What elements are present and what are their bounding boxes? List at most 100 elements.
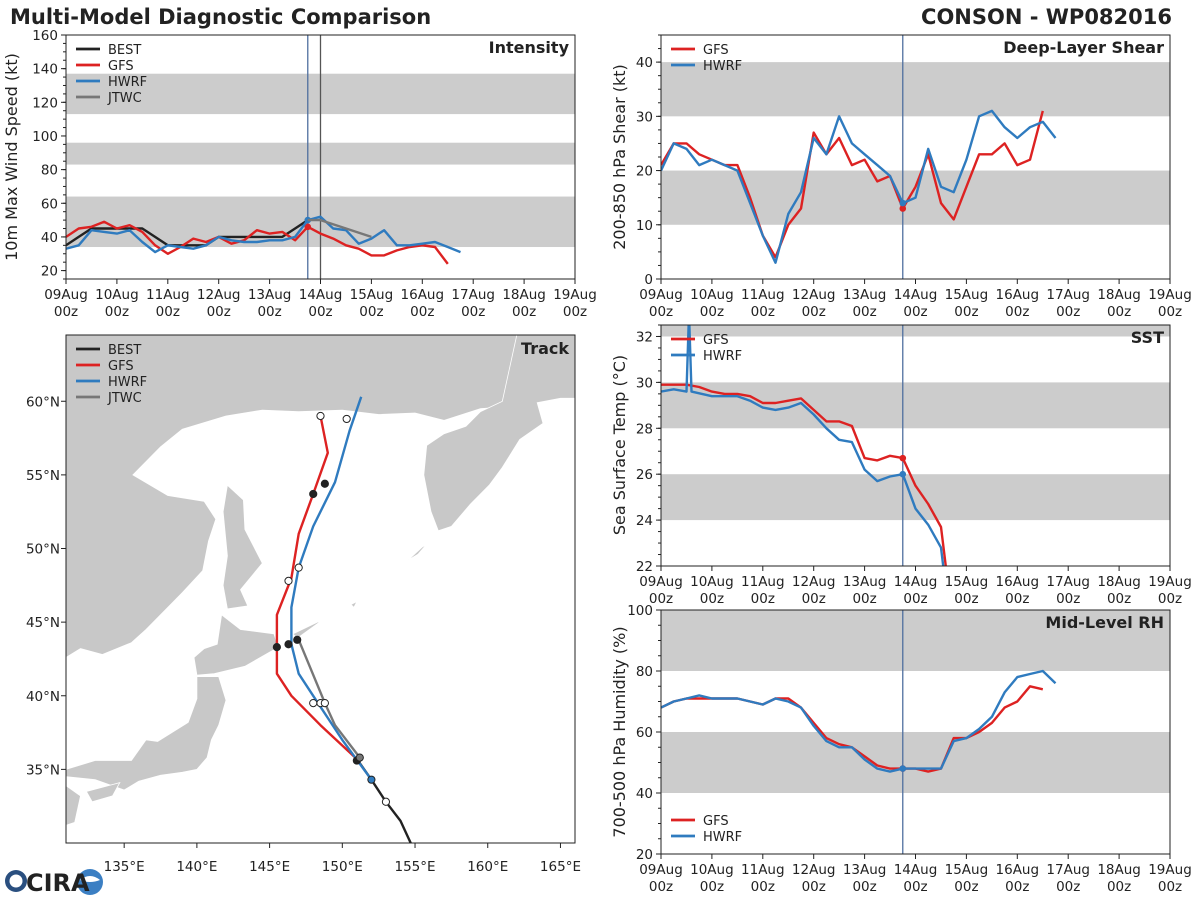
logo-text: CIRA — [26, 869, 90, 897]
track-marker-hwrf — [294, 563, 303, 572]
track-marker-hwrf — [342, 414, 351, 424]
rh-xtick-label-day: 14Aug — [894, 862, 938, 878]
sst-xtick-label-hour: 00z — [1056, 591, 1080, 607]
intensity-xtick-label-hour: 00z — [105, 304, 129, 320]
shear-ytick-label: 0 — [644, 272, 653, 288]
intensity-xtick-label-hour: 00z — [308, 304, 332, 320]
shear-xtick-label-day: 16Aug — [996, 287, 1040, 303]
rh-ytick-label: 100 — [627, 603, 653, 619]
shear-xtick-label-hour: 00z — [751, 304, 775, 320]
shear-xtick-label-hour: 00z — [1158, 304, 1182, 320]
rh-now-point-hwrf — [899, 765, 907, 772]
sst-ytick-label: 32 — [636, 329, 653, 345]
rh-xtick-label-hour: 00z — [903, 879, 927, 895]
shear-xtick-label-day: 13Aug — [843, 287, 887, 303]
track-marker-hwrf — [284, 640, 293, 649]
sst-ytick-label: 30 — [636, 375, 653, 391]
rh-series-hwrf — [661, 669, 1057, 773]
intensity-legend-label-gfs: GFS — [108, 59, 134, 74]
intensity-xtick-label-day: 18Aug — [502, 287, 546, 303]
intensity-xtick-label-hour: 00z — [156, 304, 180, 320]
track-legend-label-best: BEST — [108, 343, 141, 358]
intensity-ylabel: 10m Max Wind Speed (kt) — [2, 53, 21, 261]
intensity-ytick-label: 40 — [41, 230, 58, 246]
rh-xtick-label-day: 10Aug — [690, 862, 734, 878]
sst-ytick-label: 28 — [636, 421, 653, 437]
shear-now-point-gfs — [899, 205, 907, 212]
sst-xtick-label-day: 18Aug — [1097, 574, 1141, 590]
track-legend-label-gfs: GFS — [108, 359, 134, 374]
sst-xtick-label-hour: 00z — [1107, 591, 1131, 607]
shear-xtick-label-hour: 00z — [1005, 304, 1029, 320]
rh-xtick-label-day: 11Aug — [741, 862, 785, 878]
cira-logo: CIRA — [5, 869, 103, 897]
track-ytick-label: 55°N — [26, 468, 60, 484]
intensity-xtick-label-day: 13Aug — [248, 287, 292, 303]
shear-band-1 — [661, 62, 1170, 117]
land-kyushu — [66, 785, 81, 826]
intensity-xtick-label-day: 09Aug — [44, 287, 88, 303]
rh-ytick-label: 20 — [636, 847, 653, 863]
sst-xtick-label-hour: 00z — [751, 591, 775, 607]
track-marker-jtwc — [355, 753, 364, 762]
shear-ytick-label: 10 — [636, 218, 653, 234]
rh-ytick-label: 40 — [636, 786, 653, 802]
rh-band-0 — [661, 732, 1170, 793]
shear-xtick-label-hour: 00z — [903, 304, 927, 320]
intensity-xtick-label-hour: 00z — [257, 304, 281, 320]
sst-xtick-label-day: 16Aug — [996, 574, 1040, 590]
intensity-ytick-label: 160 — [32, 28, 58, 44]
track-gfs — [275, 415, 358, 760]
sst-xtick-label-hour: 00z — [1158, 591, 1182, 607]
sst-ylabel: Sea Surface Temp (°C) — [610, 355, 629, 535]
sst-band-2 — [661, 325, 1170, 337]
shear-xtick-label-hour: 00z — [649, 304, 673, 320]
track-jtwc — [297, 639, 361, 759]
sst-xtick-label-day: 12Aug — [792, 574, 836, 590]
rh-xtick-label-day: 15Aug — [945, 862, 989, 878]
shear-xtick-label-day: 11Aug — [741, 287, 785, 303]
sst-xtick-label-day: 10Aug — [690, 574, 734, 590]
track-ytick-label: 45°N — [26, 615, 60, 631]
sst-xtick-label-day: 17Aug — [1046, 574, 1090, 590]
rh-xtick-label-day: 13Aug — [843, 862, 887, 878]
sst-panel-title: SST — [1131, 328, 1164, 347]
sst-ytick-label: 24 — [636, 513, 653, 529]
shear-xtick-label-day: 09Aug — [639, 287, 683, 303]
intensity-xtick-label-hour: 00z — [512, 304, 536, 320]
rh-panel: 2040608010009Aug00z10Aug00z11Aug00z12Aug… — [610, 603, 1192, 895]
intensity-panel: 2040608010012014016009Aug00z10Aug00z11Au… — [2, 28, 597, 320]
shear-xtick-label-hour: 00z — [802, 304, 826, 320]
intensity-series-jtwc — [307, 218, 372, 239]
shear-xtick-label-hour: 00z — [1107, 304, 1131, 320]
sst-ytick-label: 26 — [636, 467, 653, 483]
land-kamchatka — [423, 335, 575, 532]
shear-xtick-label-day: 19Aug — [1148, 287, 1192, 303]
intensity-plot — [66, 35, 575, 279]
sst-series-gfs — [661, 383, 947, 566]
intensity-ytick-label: 80 — [41, 163, 58, 179]
rh-xtick-label-day: 19Aug — [1148, 862, 1192, 878]
page-title: Multi-Model Diagnostic Comparison — [10, 5, 432, 29]
sst-band-0 — [661, 474, 1170, 521]
track-legend-label-jtwc: JTWC — [107, 391, 142, 406]
sst-band-1 — [661, 382, 1170, 429]
track-panel: 135°E 140°E 145°E 150°E 155°E 160°E 165°E 35°N 4… — [26, 334, 581, 875]
rh-xtick-label-day: 18Aug — [1097, 862, 1141, 878]
rh-xtick-label-hour: 00z — [751, 879, 775, 895]
shear-ytick-label: 40 — [636, 55, 653, 71]
intensity-ytick-label: 20 — [41, 264, 58, 280]
rh-xtick-label-day: 17Aug — [1046, 862, 1090, 878]
shear-series-hwrf — [661, 109, 1057, 264]
sst-legend-label-hwrf: HWRF — [703, 349, 742, 364]
intensity-legend-label-hwrf: HWRF — [108, 75, 147, 90]
sst-ytick-label: 22 — [636, 559, 653, 575]
intensity-ytick-label: 140 — [32, 62, 58, 78]
track-ytick-label: 50°N — [26, 542, 60, 558]
rh-xtick-label-hour: 00z — [700, 879, 724, 895]
intensity-xtick-label-hour: 00z — [563, 304, 587, 320]
track-marker-gfs — [309, 699, 318, 708]
sst-xtick-label-day: 14Aug — [894, 574, 938, 590]
shear-ytick-label: 20 — [636, 164, 653, 180]
rh-xtick-label-hour: 00z — [954, 879, 978, 895]
